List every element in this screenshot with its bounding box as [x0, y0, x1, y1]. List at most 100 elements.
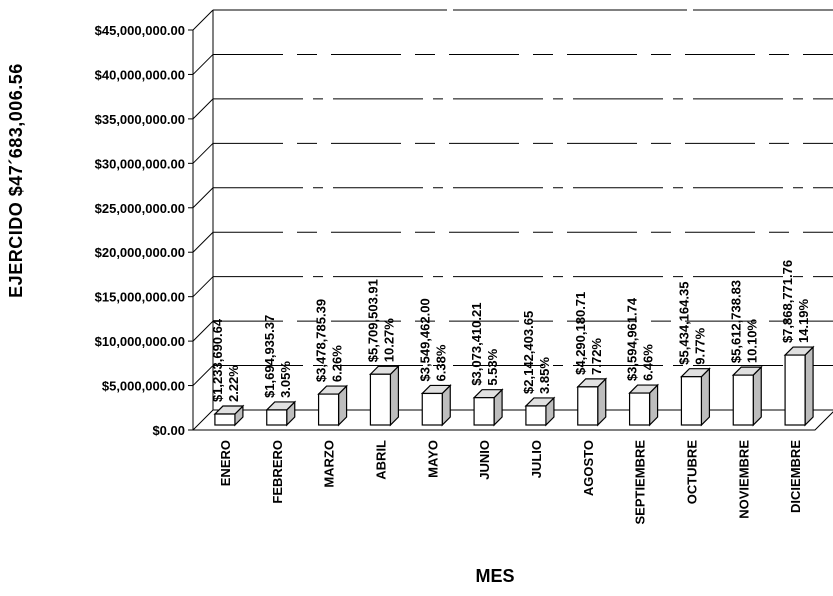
- category-label-text: DICIEMBRE: [788, 440, 803, 513]
- bar: [317, 384, 349, 427]
- category-label: OCTUBRE: [684, 440, 699, 505]
- side-wall-gridline: [192, 187, 214, 209]
- category-label: NOVIEMBRE: [736, 440, 751, 519]
- percent-label: 5.53%: [485, 348, 500, 385]
- y-tick-label: $5,000,000.00: [102, 379, 185, 394]
- y-axis-label-text: EJERCIDO $47´683,006.56: [5, 62, 26, 298]
- y-tick: $20,000,000.00: [95, 245, 193, 260]
- value-label: $1,694,935.37: [262, 315, 277, 398]
- x-axis-categories: ENERO FEBRERO MARZO ABRIL MAYO JUNIO JULIO AGOS…: [218, 440, 803, 525]
- category-label: MARZO: [322, 440, 337, 488]
- bar-side: [389, 364, 400, 427]
- bar-face: [784, 354, 806, 426]
- data-label: $7,868,771.76 14.19%: [780, 260, 811, 343]
- value-label: $4,290,180.71: [573, 292, 588, 375]
- percent-label: 10.27%: [381, 318, 396, 363]
- percent-label: 6.38%: [433, 344, 448, 381]
- y-tick-label: $45,000,000.00: [95, 23, 185, 38]
- percent-label: 2.22%: [226, 365, 241, 402]
- category-label: ABRIL: [373, 440, 388, 480]
- bar-side: [804, 345, 814, 427]
- category-label-text: JULIO: [529, 440, 544, 478]
- category-label-text: ABRIL: [373, 440, 388, 480]
- bar-face: [473, 397, 495, 426]
- data-label: $5,709,503.91 10.27%: [365, 279, 396, 362]
- category-label: MAYO: [425, 440, 440, 478]
- x-axis-label: MES: [475, 566, 515, 586]
- data-label: $5,612,738.83 10.10%: [728, 280, 759, 363]
- side-wall-gridline: [192, 320, 214, 342]
- bar-side: [700, 367, 711, 427]
- bar-side: [752, 365, 762, 427]
- value-label: $3,594,961.74: [625, 297, 640, 381]
- y-tick-label: $20,000,000.00: [95, 245, 185, 260]
- category-label-text: MAYO: [425, 440, 440, 478]
- data-label: $3,594,961.74 6.46%: [625, 297, 656, 381]
- y-tick: $45,000,000.00: [95, 23, 193, 38]
- value-label: $1,233,690.64: [210, 318, 225, 402]
- value-label: $5,434,164.35: [676, 282, 691, 365]
- data-labels: $1,233,690.64 2.22% $1,694,935.37 3.05% $3,4…: [210, 260, 811, 402]
- value-label: $7,868,771.76: [780, 260, 795, 343]
- data-label: $1,233,690.64 2.22%: [210, 318, 241, 402]
- percent-label: 6.26%: [330, 345, 345, 382]
- y-tick-label: $40,000,000.00: [95, 67, 185, 82]
- y-tick: $0.00: [152, 423, 193, 438]
- side-wall-gridline: [192, 98, 214, 120]
- data-label: $2,142,403.65 3.85%: [521, 311, 552, 394]
- axes: [191, 9, 833, 431]
- y-tick: $35,000,000.00: [95, 112, 193, 127]
- category-label-text: SEPTIEMBRE: [633, 440, 648, 525]
- y-tick: $10,000,000.00: [95, 334, 193, 349]
- bar-face: [577, 386, 599, 426]
- percent-label: 10.10%: [744, 319, 759, 364]
- category-label: ENERO: [218, 440, 233, 486]
- bar: [472, 388, 504, 427]
- bar: [783, 345, 815, 427]
- y-axis-label: EJERCIDO $47´683,006.56: [2, 60, 30, 300]
- bar-face: [421, 392, 443, 426]
- bar-face: [317, 393, 340, 426]
- side-wall-gridline: [192, 9, 214, 31]
- side-wall-gridline: [192, 142, 214, 164]
- y-tick-label: $0.00: [152, 423, 185, 438]
- bar-face: [266, 409, 288, 426]
- data-label: $5,434,164.35 9.77%: [676, 282, 707, 365]
- bar: [524, 396, 556, 427]
- y-axis-ticks: $0.00 $5,000,000.00 $10,000,000.00 $15,000,…: [95, 23, 193, 438]
- side-wall-gridline: [192, 365, 214, 386]
- y-tick: $15,000,000.00: [95, 290, 193, 305]
- y-tick: $25,000,000.00: [95, 201, 193, 216]
- percent-label: 3.05%: [278, 361, 293, 398]
- percent-label: 6.46%: [641, 344, 656, 381]
- bar: [628, 383, 660, 427]
- bar-face: [214, 413, 236, 426]
- bar-face: [732, 374, 754, 426]
- chart-floor: [191, 409, 833, 431]
- value-label: $3,073,410.21: [469, 303, 484, 386]
- data-label: $3,073,410.21 5.53%: [469, 303, 500, 386]
- bar: [368, 364, 400, 427]
- y-tick: $5,000,000.00: [102, 379, 193, 394]
- percent-label: 3.85%: [537, 357, 552, 394]
- category-label: SEPTIEMBRE: [633, 440, 648, 525]
- bar: [213, 404, 245, 427]
- side-wall-gridline: [192, 231, 214, 253]
- category-label-text: AGOSTO: [581, 440, 596, 496]
- y-tick-label: $25,000,000.00: [95, 201, 185, 216]
- data-label: $3,549,462.00 6.38%: [417, 298, 448, 381]
- data-label: $4,290,180.71 7.72%: [573, 292, 604, 375]
- percent-label: 9.77%: [692, 327, 707, 364]
- y-tick: $30,000,000.00: [95, 156, 193, 171]
- category-label: DICIEMBRE: [788, 440, 803, 513]
- bars: [213, 345, 815, 427]
- data-label: $1,694,935.37 3.05%: [262, 315, 293, 398]
- y-tick-label: $30,000,000.00: [95, 156, 185, 171]
- category-label: JULIO: [529, 440, 544, 478]
- value-label: $5,709,503.91: [365, 279, 380, 362]
- category-label-text: FEBRERO: [270, 440, 285, 504]
- y-tick-label: $15,000,000.00: [95, 290, 185, 305]
- percent-label: 7.72%: [589, 338, 604, 375]
- bar: [576, 377, 608, 427]
- y-tick: $40,000,000.00: [95, 67, 193, 82]
